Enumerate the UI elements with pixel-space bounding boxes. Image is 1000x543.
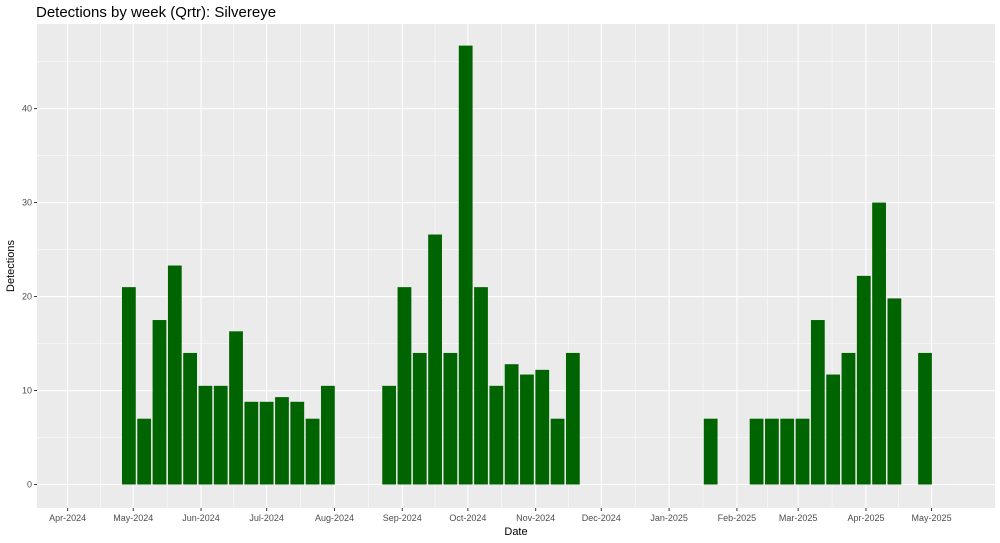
bar: [259, 401, 274, 485]
bar: [489, 385, 504, 485]
bar: [841, 352, 856, 485]
bar: [703, 418, 718, 485]
bar: [213, 385, 228, 485]
x-tick-label: Apr-2024: [49, 513, 86, 523]
bar: [137, 418, 152, 485]
bar: [152, 320, 167, 485]
bar: [504, 364, 519, 485]
x-tick-label: Apr-2025: [847, 513, 884, 523]
bar: [305, 418, 320, 485]
bar: [382, 385, 397, 485]
x-tick-label: Mar-2025: [779, 513, 818, 523]
bar: [810, 320, 825, 485]
bar: [167, 265, 182, 485]
bar: [826, 374, 841, 485]
x-tick-label: May-2025: [912, 513, 952, 523]
x-tick-label: Feb-2025: [718, 513, 757, 523]
bar: [550, 418, 565, 485]
x-tick-label: Dec-2024: [582, 513, 621, 523]
bar: [412, 352, 427, 485]
bar: [872, 202, 886, 485]
bar: [121, 287, 136, 485]
y-tick-label: 20: [22, 292, 32, 302]
bar: [856, 275, 871, 485]
x-axis-title: Date: [504, 526, 527, 538]
x-tick-label: Nov-2024: [516, 513, 555, 523]
bar: [290, 401, 305, 485]
bar: [474, 287, 488, 485]
x-tick-label: Jan-2025: [650, 513, 688, 523]
x-tick-label: Jun-2024: [182, 513, 220, 523]
bar: [535, 369, 550, 485]
bar: [780, 418, 795, 485]
x-tick-label: Aug-2024: [315, 513, 354, 523]
bar: [918, 352, 932, 485]
bar: [229, 331, 243, 485]
bar: [458, 45, 473, 485]
x-tick-label: Oct-2024: [449, 513, 486, 523]
bars: [121, 45, 932, 485]
bar: [749, 418, 764, 485]
bar: [520, 374, 534, 485]
bar: [887, 298, 902, 485]
y-tick-label: 30: [22, 198, 32, 208]
x-axis: Apr-2024 May-2024 Jun-2024 Jul-2024 Aug-2024…: [49, 508, 952, 523]
bar: [244, 401, 259, 485]
bar: [795, 418, 810, 485]
bar: [428, 234, 442, 485]
bar: [183, 352, 197, 485]
y-axis: 0 10 20 30 40: [22, 104, 37, 490]
y-tick-label: 0: [27, 480, 32, 490]
y-tick-label: 40: [22, 104, 32, 114]
bar: [198, 385, 213, 485]
x-tick-label: Sep-2024: [383, 513, 422, 523]
chart-title: Detections by week (Qrtr): Silvereye: [36, 4, 277, 21]
bar: [443, 352, 458, 485]
bar: [765, 418, 779, 485]
bar: [397, 287, 412, 485]
bar: [275, 397, 289, 485]
x-tick-label: May-2024: [113, 513, 153, 523]
bar: [321, 385, 335, 485]
bar: [565, 352, 580, 485]
y-axis-title: Detections: [5, 240, 17, 292]
x-tick-label: Jul-2024: [249, 513, 284, 523]
y-tick-label: 10: [22, 386, 32, 396]
